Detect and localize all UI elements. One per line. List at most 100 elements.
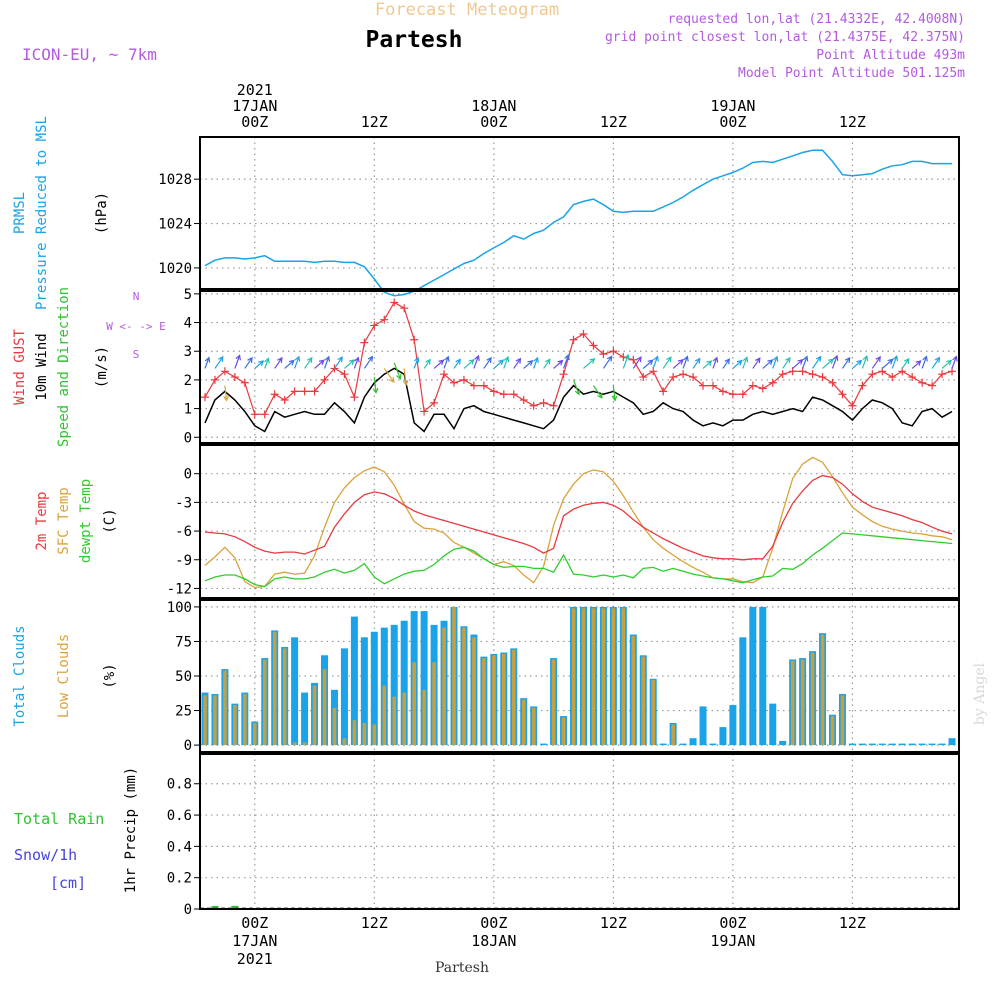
total-cloud-bar: [898, 743, 906, 746]
gust-marker: [270, 390, 279, 399]
temperature-ytick-label: -3: [175, 495, 192, 511]
wind-arrow-head: [694, 357, 701, 364]
bottom-time-label: 17JAN: [232, 932, 277, 950]
temperature-ytick-label: 0: [184, 467, 192, 483]
bottom-time-label: 2021: [237, 950, 273, 968]
wind-direction-arrow: [672, 359, 684, 369]
gust-marker: [888, 373, 897, 382]
low-cloud-bar: [571, 608, 576, 746]
gust-marker: [659, 387, 668, 396]
wind-direction-arrow: [453, 359, 461, 369]
wind-direction-arrow: [931, 357, 940, 369]
wind-arrow-head: [832, 354, 839, 361]
temperature-frame: [199, 444, 960, 599]
low-cloud-bar: [641, 656, 646, 746]
clouds-unit: (%): [102, 663, 118, 688]
total-cloud-bar: [689, 738, 697, 746]
wind-arrow-head: [597, 392, 603, 399]
low-cloud-bar: [262, 659, 267, 746]
wind-direction-arrow: [732, 360, 743, 369]
wind-arrow-head: [636, 356, 642, 363]
wind-arrow-head: [606, 355, 613, 362]
wind-arrow-head: [533, 356, 539, 363]
low-cloud-bar: [501, 653, 506, 746]
precip-frame: [199, 753, 960, 910]
gust-marker: [310, 387, 319, 396]
wind-direction-arrow: [234, 355, 241, 369]
wind-arrow-head: [589, 358, 596, 364]
low-cloud-bar: [203, 695, 207, 746]
model-label: ICON-EU, ~ 7km: [22, 45, 157, 64]
total-cloud-bar: [370, 631, 378, 746]
gust-marker: [629, 355, 638, 364]
wind-direction-arrow: [562, 354, 569, 369]
low-cloud-bar: [432, 662, 436, 746]
low-cloud-bar: [521, 699, 526, 746]
wind-direction-arrow: [204, 357, 210, 369]
total-cloud-bar: [908, 743, 916, 746]
gust-marker: [868, 370, 877, 379]
wind-arrow-head: [903, 357, 910, 364]
top-time-label: 00Z: [241, 113, 268, 131]
grid-layer: [200, 137, 959, 910]
wind-direction-arrow: [314, 359, 325, 369]
total-cloud-bar: [301, 692, 309, 746]
low-cloud-bar: [561, 717, 566, 746]
total-cloud-bar: [779, 740, 787, 746]
wind-arrow-head: [802, 355, 809, 362]
low-cloud-bar: [482, 658, 486, 746]
wind-arrow-head: [767, 359, 774, 365]
low-cloud-bar: [631, 635, 636, 746]
gust-marker: [210, 375, 219, 384]
wind-direction-arrow: [692, 358, 701, 369]
compass-south: S: [133, 348, 140, 361]
total-cloud-bar: [679, 743, 687, 746]
low-cloud-bar: [551, 659, 556, 746]
wind-label-speed-dir: Speed and Direction: [56, 287, 72, 447]
low-cloud-bar: [412, 662, 416, 746]
wind-direction-arrow: [951, 356, 957, 369]
wind-arrow-head: [348, 359, 355, 365]
wind-arrow-head: [875, 355, 881, 362]
gust-marker: [539, 398, 548, 407]
gust-marker: [260, 410, 269, 419]
gust-marker: [858, 381, 867, 390]
wind-direction-arrow: [772, 356, 778, 369]
gust-marker: [320, 375, 329, 384]
wind-direction-arrow: [363, 356, 373, 369]
wind-direction-arrow: [861, 356, 868, 369]
precip-ytick-label: 0.2: [167, 871, 192, 887]
pressure-ytick-label: 1020: [158, 261, 192, 277]
clouds-frame: [199, 599, 960, 753]
wind-direction-arrow: [463, 359, 475, 369]
gust-marker: [589, 341, 598, 350]
gust-marker: [509, 390, 518, 399]
wind-direction-arrow: [871, 356, 881, 369]
low-cloud-bar: [820, 634, 825, 746]
wind-arrow-head: [736, 359, 743, 366]
temperature-ytick-label: -9: [175, 553, 192, 569]
total-cloud-bar: [948, 738, 956, 746]
wind-arrow-head: [218, 355, 224, 362]
wind-direction-arrow: [662, 356, 672, 369]
gust-marker: [738, 390, 747, 399]
precip-ytick-label: 0.8: [167, 777, 192, 793]
wind-arrow-head: [922, 355, 928, 362]
wind-arrow-head: [204, 356, 211, 363]
wind-arrow-head: [396, 373, 402, 380]
wind-arrow-head: [856, 359, 863, 366]
bottom-time-label: 12Z: [600, 914, 627, 932]
wind-label-gust: Wind GUST: [12, 329, 28, 405]
wind-ytick-label: 4: [184, 316, 192, 332]
wind-arrow-head: [474, 354, 480, 361]
gust-marker: [499, 390, 508, 399]
low-cloud-bar: [223, 670, 227, 746]
wind-arrow-head: [527, 360, 534, 366]
low-cloud-bar: [382, 685, 387, 746]
wind-direction-arrow: [513, 358, 521, 369]
wind-direction-arrow: [602, 356, 613, 369]
wind-arrow-head: [862, 355, 869, 362]
gust-marker: [679, 370, 688, 379]
gust-marker: [609, 347, 618, 356]
wind-arrow-head: [887, 358, 894, 365]
